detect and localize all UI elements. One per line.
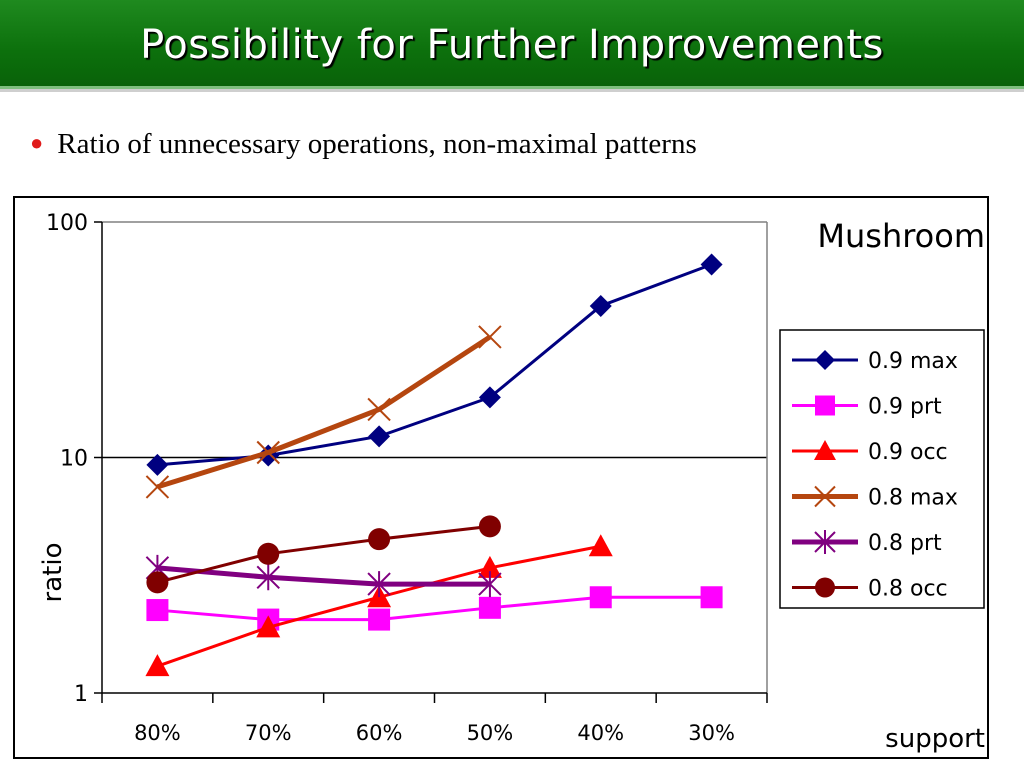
x-tick-label: 70% <box>245 721 292 745</box>
x-tick-label: 30% <box>688 721 735 745</box>
legend-box <box>779 329 985 609</box>
chart-frame: 1 10 100 80% 70% 60% 50% 40% 30% Mushroom support r… <box>13 196 989 759</box>
data-point-square <box>700 586 723 609</box>
data-point-square <box>589 586 612 609</box>
data-point-circle <box>257 542 280 565</box>
legend-label: 0.9 max <box>868 349 958 374</box>
legend-label: 0.9 prt <box>868 395 942 420</box>
x-tick-label: 40% <box>577 721 624 745</box>
series-line <box>157 565 490 587</box>
line-chart: 1 10 100 80% 70% 60% 50% 40% 30% Mushroom support r… <box>38 211 985 754</box>
bullet-item: ● Ratio of unnecessary operations, non-ma… <box>30 128 697 161</box>
legend-label: 0.8 max <box>868 486 958 511</box>
data-point-x <box>145 475 170 499</box>
data-point-star <box>367 571 391 598</box>
series-line <box>157 595 712 622</box>
slide-title: Possibility for Further Improvements <box>140 22 884 68</box>
data-point-x <box>367 397 391 422</box>
data-point-star <box>256 564 280 591</box>
bullet-text: Ratio of unnecessary operations, non-max… <box>57 128 697 160</box>
chart-title: Mushroom <box>817 217 985 255</box>
data-point-star <box>478 571 502 598</box>
y-tick-label: 10 <box>60 447 88 472</box>
x-tick-label: 80% <box>134 721 181 745</box>
data-point-diamond <box>368 425 391 448</box>
legend-label: 0.8 prt <box>868 531 942 556</box>
data-point-square <box>146 599 169 622</box>
data-point-square <box>368 608 391 631</box>
x-axis-label: support <box>885 724 985 754</box>
y-axis-label: ratio <box>38 543 68 603</box>
data-point-circle <box>815 577 835 598</box>
data-point-circle <box>368 528 391 551</box>
x-tick-label: 50% <box>467 721 514 745</box>
data-point-triangle <box>588 534 613 557</box>
title-divider <box>0 89 1024 92</box>
data-point-diamond <box>478 386 501 409</box>
legend-label: 0.9 occ <box>868 440 948 465</box>
data-point-x <box>256 440 280 465</box>
data-point-circle <box>146 571 169 594</box>
bullet-dot-icon: ● <box>30 130 44 155</box>
title-bar <box>0 0 1024 89</box>
x-tick-label: 60% <box>356 721 403 745</box>
series-line <box>157 524 491 584</box>
series-line <box>157 263 713 467</box>
data-point-triangle <box>814 440 836 460</box>
data-point-diamond <box>589 294 612 317</box>
data-point-diamond <box>815 350 835 370</box>
data-point-x <box>814 485 836 508</box>
data-point-square <box>478 596 501 619</box>
legend-label: 0.8 occ <box>868 577 948 602</box>
y-tick-label: 1 <box>74 682 88 707</box>
data-point-x <box>478 325 502 349</box>
data-point-square <box>815 395 835 416</box>
data-point-diamond <box>146 453 169 476</box>
data-point-triangle <box>145 654 170 677</box>
y-tick-label: 100 <box>46 211 88 236</box>
series-line <box>156 334 492 490</box>
data-point-diamond <box>700 253 723 276</box>
data-point-circle <box>478 515 501 538</box>
data-point-star <box>814 530 836 554</box>
data-point-triangle <box>256 615 281 638</box>
data-point-triangle <box>477 555 502 578</box>
